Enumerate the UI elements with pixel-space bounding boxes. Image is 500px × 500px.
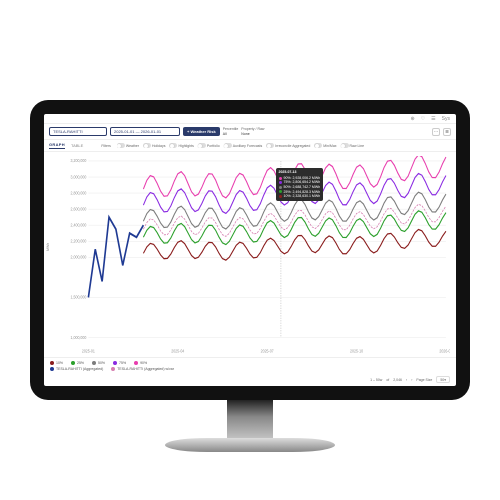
- percentile-field[interactable]: Percentile All: [223, 127, 239, 136]
- svg-text:2,200,000: 2,200,000: [71, 238, 88, 243]
- toggle-holidays[interactable]: [143, 143, 151, 148]
- toggle-weather[interactable]: [117, 143, 125, 148]
- daterange-select[interactable]: 2025-01-01 — 2026-01-01: [110, 127, 180, 136]
- prev-page-icon[interactable]: ‹: [406, 378, 407, 382]
- svg-text:3,200,000: 3,200,000: [71, 158, 88, 163]
- toggle-raw-line[interactable]: [341, 143, 349, 148]
- bell-icon[interactable]: ♡: [421, 116, 425, 122]
- svg-text:2,000,000: 2,000,000: [71, 254, 88, 259]
- user-icon[interactable]: ☰: [431, 116, 435, 122]
- weather-risk-label: + Weather Risk: [187, 129, 216, 134]
- svg-text:3,000,000: 3,000,000: [71, 174, 88, 179]
- property-field[interactable]: Property / Raw None: [241, 127, 264, 136]
- pagination-footer: 1 – 50w of 2,046 ‹ › Page Size 50 ▾: [44, 374, 456, 386]
- username: Sys: [442, 116, 450, 122]
- globe-icon[interactable]: ⊕: [410, 116, 414, 122]
- legend-10%[interactable]: 10%: [50, 361, 63, 365]
- portfolio-select[interactable]: TESLA-RAHITTI: [49, 127, 107, 136]
- legend-series[interactable]: TESLA-RAHITTI (Aggregated) w/var: [111, 367, 174, 371]
- app-screen: ⊕ ♡ ☰ Sys TESLA-RAHITTI 2025-01-01 — 202…: [44, 114, 456, 386]
- controls-row: TESLA-RAHITTI 2025-01-01 — 2026-01-01 + …: [44, 124, 456, 140]
- export-icon[interactable]: ☰: [443, 128, 451, 136]
- daterange-value: 2025-01-01 — 2026-01-01: [114, 129, 161, 134]
- filters-label: Filters: [101, 144, 111, 148]
- chart-area: MWh 1,000,000 1,500,000 2,000,000 2,200,000…: [44, 152, 456, 357]
- line-chart[interactable]: 1,000,000 1,500,000 2,000,000 2,200,000 2,40…: [64, 156, 450, 355]
- svg-text:2025-10: 2025-10: [350, 348, 364, 353]
- svg-text:2025-07: 2025-07: [261, 348, 274, 353]
- weather-risk-button[interactable]: + Weather Risk: [183, 127, 220, 136]
- toggle-auxiliary-forecasts[interactable]: [224, 143, 232, 148]
- svg-text:1,500,000: 1,500,000: [71, 294, 88, 299]
- svg-text:2,600,000: 2,600,000: [71, 206, 88, 211]
- tab-table[interactable]: TABLE: [71, 143, 83, 149]
- y-axis-label: MWh: [46, 242, 50, 250]
- topbar: ⊕ ♡ ☰ Sys: [44, 114, 456, 124]
- monitor-frame: ⊕ ♡ ☰ Sys TESLA-RAHITTI 2025-01-01 — 202…: [30, 100, 470, 400]
- legend-90%[interactable]: 90%: [134, 361, 147, 365]
- svg-text:2,800,000: 2,800,000: [71, 190, 88, 195]
- total-count: 2,046: [393, 378, 402, 382]
- toggle-min/max[interactable]: [314, 143, 322, 148]
- chart-tooltip: 2025-07-1390%: 2,928,006.2 MWh75%: 2,806…: [276, 168, 324, 200]
- legend: 10% 25% 50% 75% 90% TESLA-RAHITTI (Aggregate…: [44, 357, 456, 374]
- svg-text:1,000,000: 1,000,000: [71, 334, 88, 339]
- monitor-stand: [227, 400, 273, 442]
- svg-text:2025-01: 2025-01: [82, 348, 96, 353]
- legend-75%[interactable]: 75%: [113, 361, 126, 365]
- toggle-group: WeatherHolidaysHighlightsPortfolioAuxili…: [117, 143, 451, 148]
- toggle-portfolio[interactable]: [198, 143, 206, 148]
- range-label: 1 – 50w: [370, 378, 382, 382]
- tabs-row: GRAPH TABLE Filters WeatherHolidaysHighl…: [44, 140, 456, 152]
- portfolio-value: TESLA-RAHITTI: [53, 129, 83, 134]
- page-size-select[interactable]: 50 ▾: [436, 376, 450, 383]
- toggle-irreconcile-aggregated[interactable]: [266, 143, 274, 148]
- legend-series[interactable]: TESLA-RAHITTI (Aggregated): [50, 367, 103, 371]
- legend-25%[interactable]: 25%: [71, 361, 84, 365]
- legend-50%[interactable]: 50%: [92, 361, 105, 365]
- svg-text:2,400,000: 2,400,000: [71, 222, 88, 227]
- svg-text:2025-04: 2025-04: [171, 348, 185, 353]
- next-page-icon[interactable]: ›: [411, 378, 412, 382]
- svg-text:2026-01: 2026-01: [439, 348, 450, 353]
- toggle-highlights[interactable]: [169, 143, 177, 148]
- tab-graph[interactable]: GRAPH: [49, 142, 65, 149]
- settings-icon[interactable]: ⋯: [432, 128, 440, 136]
- monitor-base: [165, 438, 335, 452]
